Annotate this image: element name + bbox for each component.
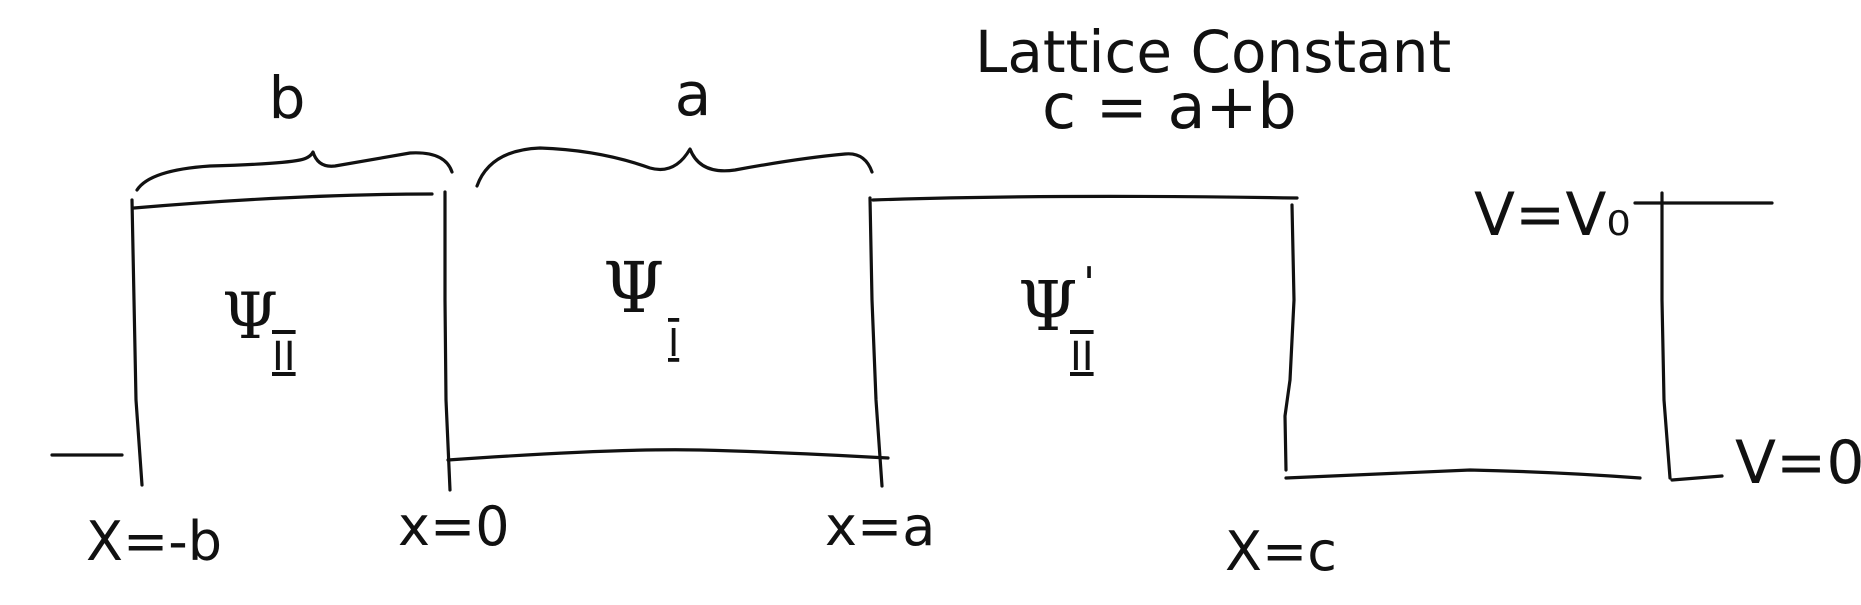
potential-label-high: V=V₀ bbox=[1474, 180, 1630, 250]
subscript-II: II bbox=[272, 334, 296, 380]
wall-x-zero bbox=[443, 190, 452, 492]
wall-right bbox=[1660, 191, 1672, 480]
lattice-constant-equation: c = a+b bbox=[1042, 70, 1297, 143]
barrier-top-b bbox=[132, 192, 434, 210]
barrier-top-II-prime bbox=[871, 194, 1299, 202]
brace-a bbox=[475, 146, 874, 188]
region-label-psi-II-prime: Ψ ' II bbox=[1018, 258, 1095, 380]
well-bottom-a bbox=[446, 448, 890, 462]
position-label-minus-b: X=-b bbox=[86, 510, 222, 573]
lattice-constant-title: Lattice Constant bbox=[975, 18, 1451, 86]
subscript-I: I bbox=[668, 321, 679, 365]
psi-symbol-II: Ψ bbox=[222, 280, 278, 354]
brace-b-curve bbox=[135, 150, 454, 192]
wall-x-a bbox=[868, 196, 884, 488]
subscript-II-prime: II bbox=[1070, 334, 1094, 380]
brace-label-a: a bbox=[675, 60, 712, 130]
position-label-a: x=a bbox=[825, 495, 935, 558]
position-label-c: X=c bbox=[1225, 520, 1337, 583]
brace-a-curve bbox=[475, 146, 874, 188]
well-bottom-c bbox=[1284, 468, 1642, 480]
right-low-stub bbox=[1670, 474, 1724, 482]
potential-profile bbox=[50, 190, 1774, 492]
psi-symbol-II-prime: Ψ bbox=[1018, 268, 1078, 347]
wall-x-c bbox=[1283, 203, 1296, 472]
brace-label-b: b bbox=[269, 64, 306, 132]
psi-symbol-I: Ψ bbox=[603, 247, 664, 329]
region-label-psi-II: Ψ II bbox=[222, 280, 296, 380]
prime-mark: ' bbox=[1083, 258, 1095, 309]
potential-label-low: V=0 bbox=[1735, 428, 1861, 498]
brace-b bbox=[135, 150, 454, 192]
barrier-wall-minus-b bbox=[130, 198, 144, 487]
region-label-psi-I: Ψ I bbox=[603, 247, 679, 365]
position-label-zero: x=0 bbox=[398, 495, 510, 558]
